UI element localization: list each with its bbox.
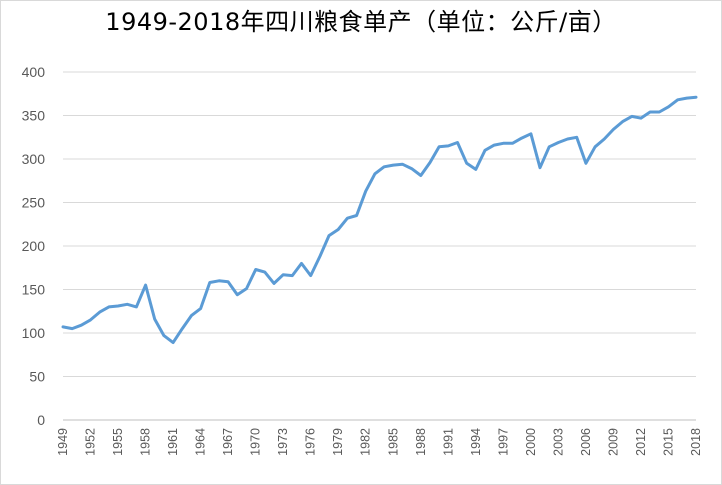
x-tick-label-1991: 1991 — [441, 428, 455, 456]
y-tick-label-400: 400 — [22, 64, 46, 80]
x-tick-label-2000: 2000 — [524, 428, 538, 456]
y-tick-label-100: 100 — [22, 325, 46, 341]
y-tick-label-200: 200 — [22, 238, 46, 254]
x-tick-label-1973: 1973 — [276, 428, 290, 456]
y-tick-label-350: 350 — [22, 108, 46, 124]
x-tick-label-2012: 2012 — [634, 428, 648, 456]
x-tick-label-1958: 1958 — [139, 428, 153, 456]
y-tick-label-250: 250 — [22, 195, 46, 211]
y-tick-label-150: 150 — [22, 282, 46, 298]
x-tick-label-1985: 1985 — [386, 428, 400, 456]
x-tick-label-1997: 1997 — [496, 428, 510, 456]
x-tick-label-1979: 1979 — [331, 428, 345, 456]
x-tick-label-1988: 1988 — [414, 428, 428, 456]
x-tick-label-1994: 1994 — [469, 428, 483, 456]
x-tick-label-1967: 1967 — [221, 428, 235, 456]
x-tick-label-1949: 1949 — [56, 428, 70, 456]
x-tick-label-1970: 1970 — [249, 428, 263, 456]
x-tick-label-2018: 2018 — [689, 428, 703, 456]
x-tick-label-2015: 2015 — [661, 428, 675, 456]
x-tick-label-1964: 1964 — [194, 428, 208, 456]
x-tick-label-1976: 1976 — [304, 428, 318, 456]
x-tick-label-2003: 2003 — [551, 428, 565, 456]
x-tick-label-2006: 2006 — [579, 428, 593, 456]
y-tick-label-0: 0 — [37, 412, 45, 428]
x-tick-label-1952: 1952 — [84, 428, 98, 456]
y-tick-label-50: 50 — [29, 369, 45, 385]
x-tick-label-2009: 2009 — [606, 428, 620, 456]
x-tick-label-1961: 1961 — [166, 428, 180, 456]
series-line-0 — [61, 95, 698, 345]
y-tick-label-300: 300 — [22, 151, 46, 167]
x-tick-label-1982: 1982 — [359, 428, 373, 456]
chart-title: 1949-2018年四川粮食单产（单位：公斤/亩） — [105, 8, 617, 36]
x-tick-label-1955: 1955 — [111, 428, 125, 456]
